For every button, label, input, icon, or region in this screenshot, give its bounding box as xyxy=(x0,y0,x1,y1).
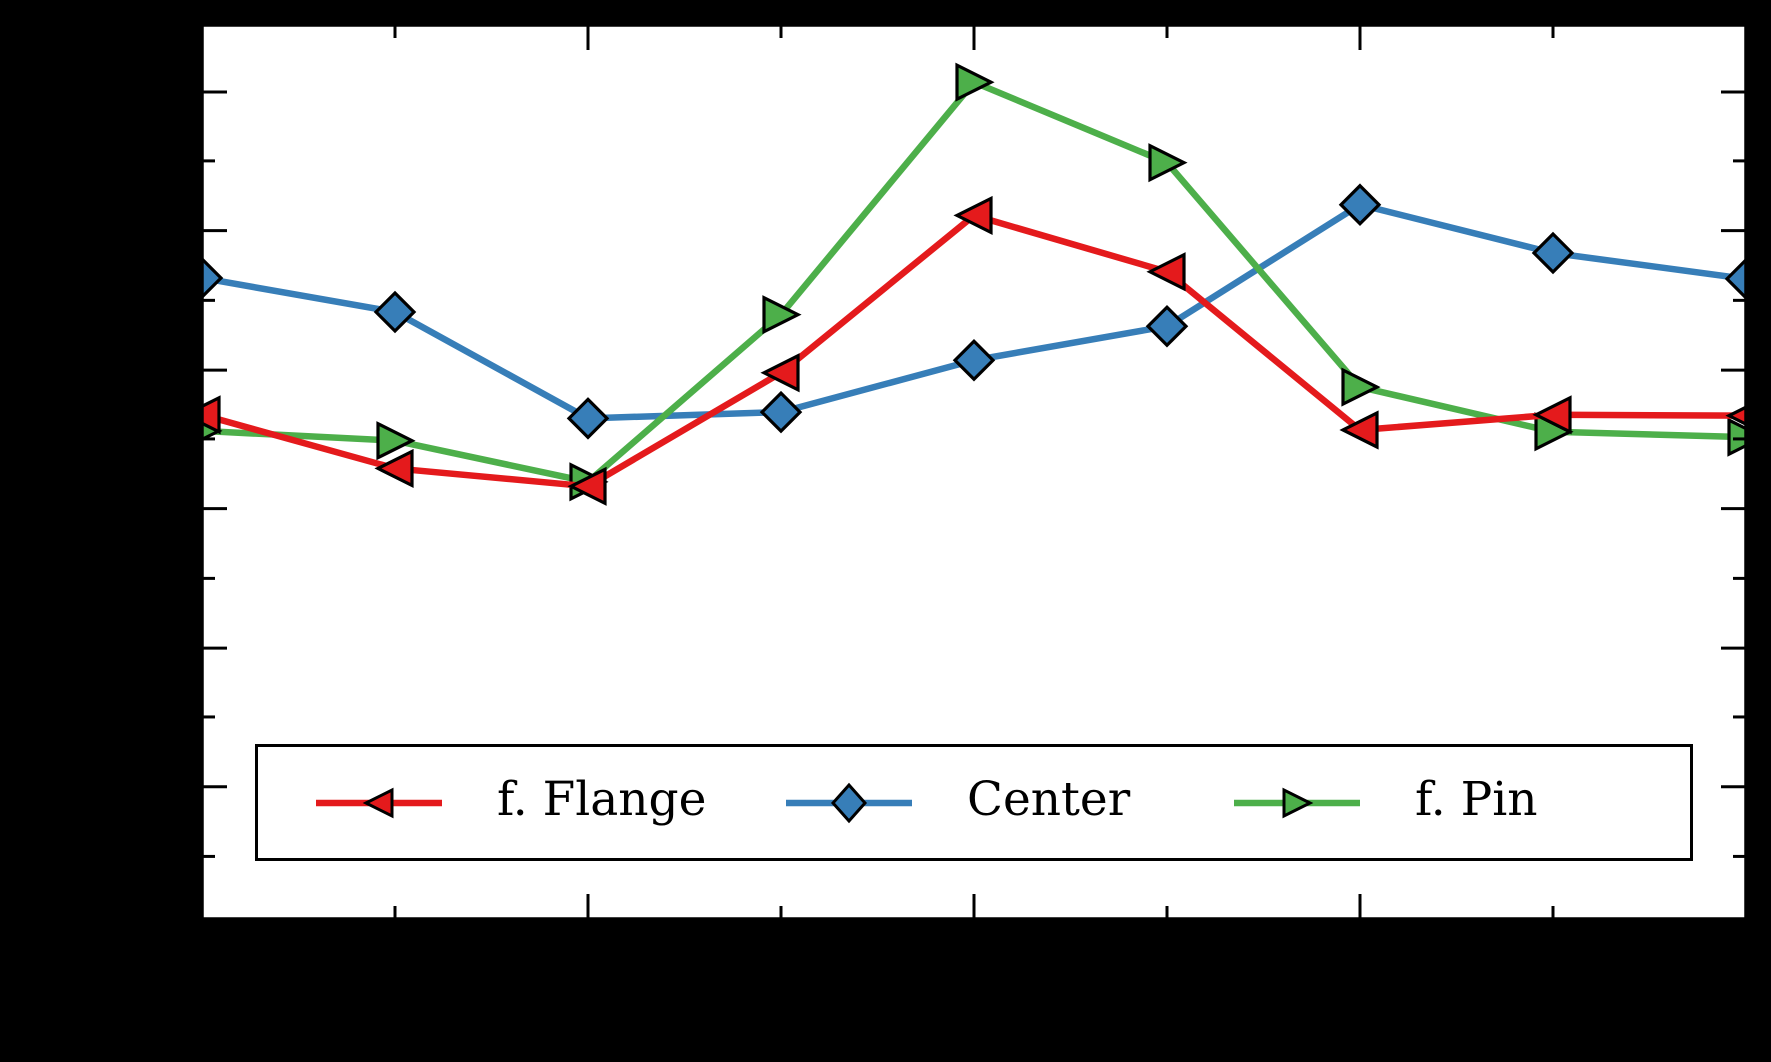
legend-label-f-flange: f. Flange xyxy=(497,772,707,827)
diamond-marker xyxy=(952,338,996,382)
triangle-left-marker xyxy=(760,353,800,393)
triangle-left-marker xyxy=(202,395,221,435)
triangle-left-marker xyxy=(1532,395,1572,435)
diamond-marker xyxy=(373,290,417,334)
triangle-left-marker xyxy=(374,448,414,489)
triangle-left-icon xyxy=(316,787,442,818)
legend-label-center: Center xyxy=(967,772,1131,827)
legend-item-f-pin: f. Pin xyxy=(1234,747,1538,858)
triangle-right-marker xyxy=(762,295,802,335)
triangle-right-marker xyxy=(1727,417,1746,457)
triangle-left-marker xyxy=(1339,410,1379,450)
triangle-left-marker xyxy=(953,195,993,236)
diamond-marker xyxy=(759,390,803,434)
legend-label-f-pin: f. Pin xyxy=(1415,772,1538,827)
diamond-marker xyxy=(1145,305,1189,348)
triangle-left-marker xyxy=(1725,405,1746,426)
triangle-right-marker xyxy=(1341,367,1381,407)
triangle-left-marker xyxy=(567,466,607,506)
chart-series xyxy=(202,62,1746,506)
legend-item-f-flange: f. Flange xyxy=(316,747,706,858)
series-markers-f-flange xyxy=(202,195,1746,506)
series-markers-center xyxy=(202,183,1746,440)
triangle-right-marker xyxy=(955,62,995,102)
legend: f. Flange Center f. Pin xyxy=(255,744,1693,861)
triangle-right-marker xyxy=(1148,143,1188,183)
diamond-marker xyxy=(566,397,610,440)
axes-spines xyxy=(200,23,1748,921)
diamond-marker xyxy=(1724,257,1746,301)
diamond-marker xyxy=(1338,183,1382,226)
triangle-right-icon xyxy=(1234,787,1360,818)
triangle-right-marker xyxy=(376,421,416,461)
diamond-icon xyxy=(786,782,912,823)
diamond-marker xyxy=(202,256,224,300)
diamond-marker xyxy=(1531,231,1575,275)
legend-item-center: Center xyxy=(786,747,1130,858)
triangle-left-marker xyxy=(1146,252,1186,292)
